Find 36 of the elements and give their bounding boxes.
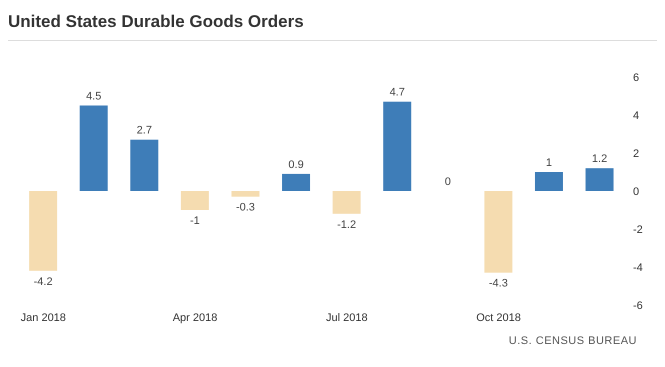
y-tick-label: 2	[633, 148, 640, 160]
bar	[586, 168, 614, 191]
y-tick-label: 0	[633, 186, 640, 198]
y-tick-label: 6	[633, 72, 640, 84]
bar	[180, 191, 209, 210]
bar	[231, 191, 260, 197]
x-tick-label: Jan 2018	[20, 312, 66, 324]
bar	[332, 191, 361, 214]
data-label: -4.2	[34, 276, 53, 288]
bar	[29, 191, 58, 271]
data-label: -1	[190, 215, 200, 227]
x-tick-label: Oct 2018	[476, 312, 521, 324]
bar	[80, 106, 108, 191]
data-label: 0	[444, 176, 451, 188]
bar	[534, 172, 563, 191]
data-label: -1.2	[337, 218, 356, 231]
y-tick-label: -2	[633, 224, 643, 236]
bar	[130, 140, 158, 191]
y-tick-label: 4	[633, 110, 640, 122]
data-label: 1.2	[592, 153, 608, 166]
data-label: 0.9	[288, 158, 304, 171]
data-label: 4.5	[86, 90, 102, 102]
chart-title: United States Durable Goods Orders	[8, 8, 657, 41]
data-label: -0.3	[236, 202, 255, 214]
data-label: -4.3	[488, 278, 508, 290]
x-tick-label: Apr 2018	[172, 312, 218, 324]
y-tick-label: -6	[633, 300, 643, 312]
y-tick-label: -4	[633, 262, 643, 274]
bar	[484, 191, 512, 273]
x-tick-label: Jul 2018	[326, 312, 368, 324]
text: U.S. CENSUS BUREAU	[508, 335, 637, 347]
bar	[383, 102, 412, 191]
data-label: 2.7	[136, 124, 152, 137]
data-label: 1	[546, 157, 552, 169]
data-label: 4.7	[390, 86, 405, 99]
bar	[282, 174, 310, 191]
